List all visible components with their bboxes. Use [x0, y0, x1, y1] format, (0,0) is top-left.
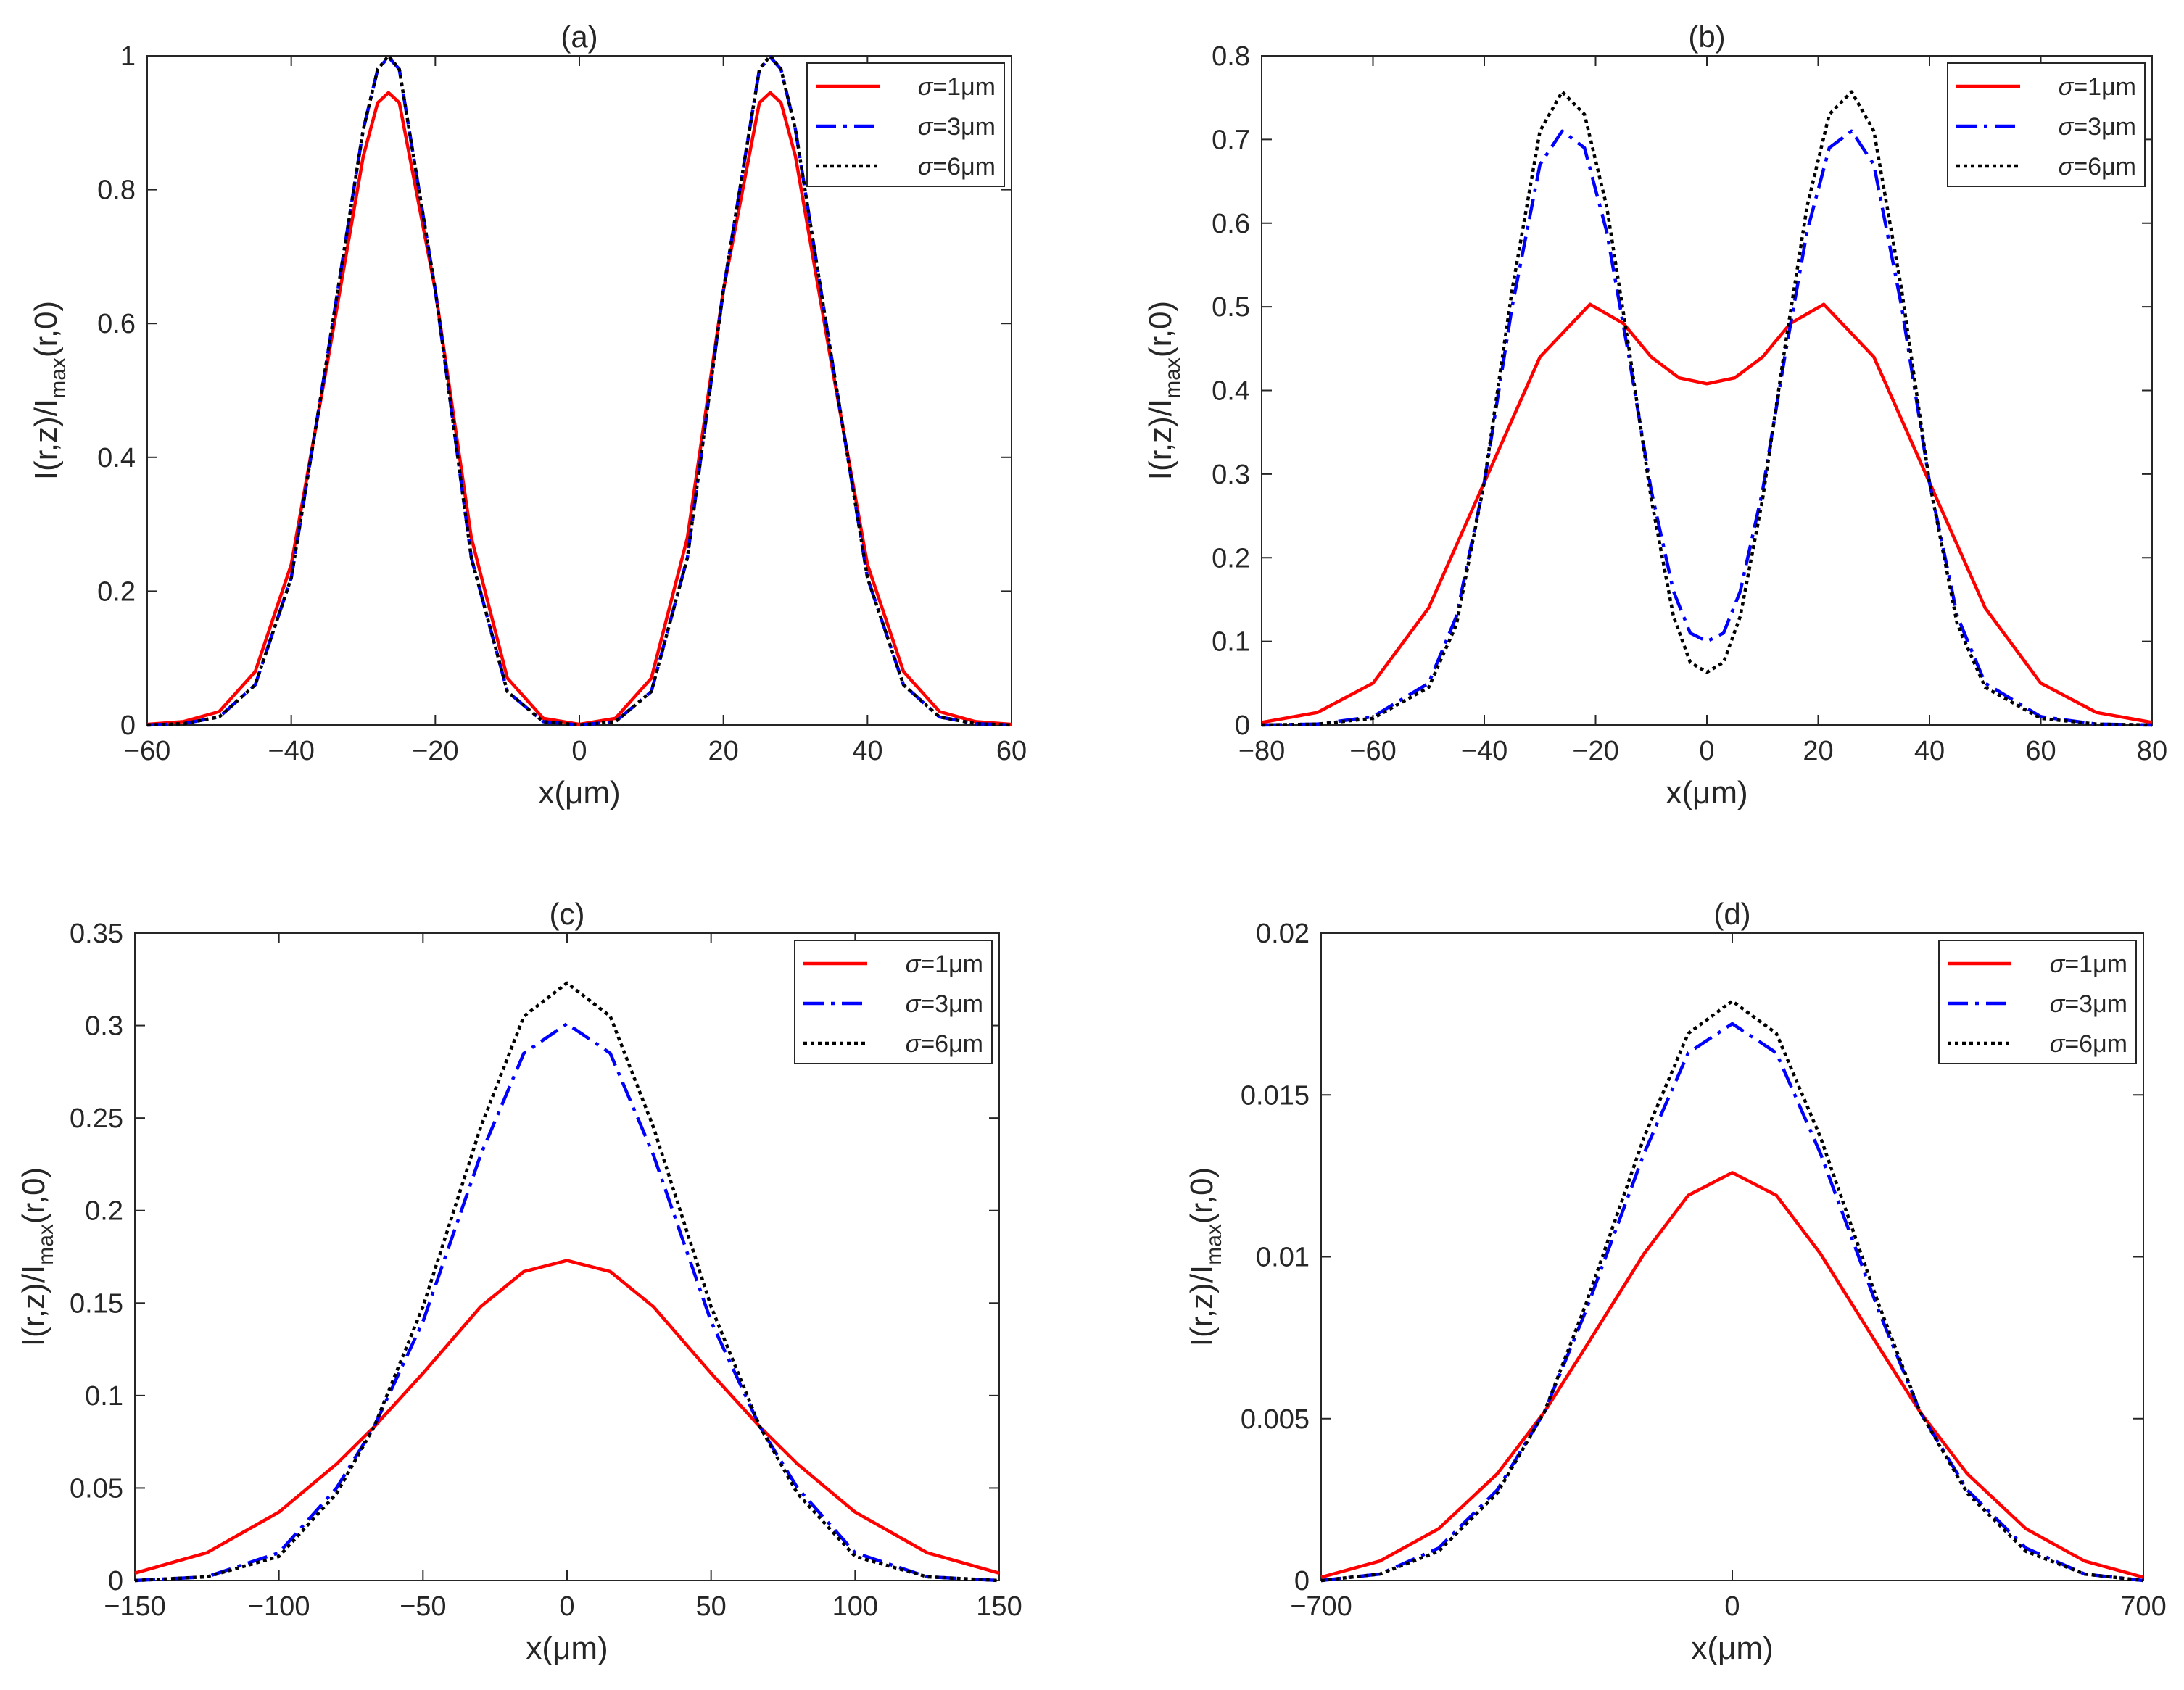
- chart-title: (b): [1688, 20, 1725, 54]
- series-line-2: [134, 981, 1000, 1583]
- x-tick-label: 40: [1914, 736, 1945, 766]
- y-tick-label: 0.15: [70, 1288, 123, 1319]
- y-tick-label: 0.4: [1212, 376, 1250, 407]
- legend-box: [806, 62, 1005, 187]
- x-tick-label: 0: [1724, 1591, 1740, 1622]
- legend-label-2: σ=6μm: [2059, 153, 2136, 181]
- x-tick-label: −20: [1572, 736, 1618, 766]
- legend-label-0: σ=1μm: [918, 73, 996, 101]
- x-tick-label: 0: [571, 736, 587, 766]
- chart-panel-3: −700 0 70000.0050.010.0150.02(d)x(μm)I(r,z…: [1184, 897, 2167, 1666]
- y-tick-label: 0.05: [70, 1473, 123, 1504]
- y-tick-label: 0.005: [1241, 1404, 1310, 1435]
- chart-panel-1: −80 −60 −40 −20 0 20 40 60 80 0 0.1 0.2 0.3 0.4 0.5 0.6…: [1143, 20, 2167, 811]
- x-tick-label: −80: [1238, 736, 1285, 766]
- y-tick-label: 0.7: [1212, 125, 1250, 155]
- legend-label-2: σ=6μm: [918, 153, 996, 181]
- x-tick-label: 60: [996, 736, 1027, 766]
- chart-title: (d): [1713, 897, 1750, 931]
- x-tick-label: −20: [412, 736, 458, 766]
- x-tick-label: 0: [559, 1591, 574, 1622]
- y-tick-label: 0.8: [97, 175, 136, 206]
- x-tick-label: 700: [2120, 1591, 2166, 1622]
- y-tick-label: 0.01: [1256, 1243, 1310, 1273]
- x-tick-label: 50: [696, 1591, 727, 1622]
- y-tick-label: 0.35: [70, 919, 123, 949]
- legend: σ=1μm σ=3μm σ=6μm: [1938, 940, 2137, 1064]
- y-tick-label: 1: [120, 41, 136, 72]
- x-tick-label: −700: [1290, 1591, 1352, 1622]
- series-line-0: [146, 91, 1012, 726]
- series-line-2: [1261, 90, 2153, 727]
- x-tick-label: −150: [104, 1591, 166, 1622]
- x-axis-label: x(μm): [538, 775, 620, 811]
- legend-label-1: σ=3μm: [906, 990, 983, 1018]
- x-tick-label: 20: [708, 736, 739, 766]
- x-axis-label: x(μm): [1666, 775, 1747, 811]
- y-tick-label: 0.3: [1212, 460, 1250, 490]
- y-tick-label: 0: [1294, 1566, 1310, 1596]
- x-tick-label: −60: [124, 736, 170, 766]
- series-line-1: [1261, 129, 2153, 727]
- x-tick-label: −40: [268, 736, 314, 766]
- y-tick-label: 0.6: [1212, 209, 1250, 239]
- y-axis-label: I(r,z)/Imax(r,0): [1184, 1167, 1226, 1346]
- legend-box: [1938, 940, 2137, 1064]
- y-tick-label: 0.4: [97, 443, 136, 473]
- x-tick-label: 0: [1699, 736, 1714, 766]
- x-tick-label: 80: [2137, 736, 2167, 766]
- x-tick-label: 150: [976, 1591, 1022, 1622]
- x-tick-label: −100: [248, 1591, 310, 1622]
- chart-title: (a): [561, 20, 597, 54]
- y-axis-label: I(r,z)/Imax(r,0): [1143, 301, 1185, 480]
- legend-label-1: σ=3μm: [2059, 113, 2136, 141]
- y-tick-label: 0.2: [85, 1196, 123, 1227]
- x-tick-label: 60: [2025, 736, 2056, 766]
- series-line-1: [1320, 1022, 2144, 1583]
- legend-label-2: σ=6μm: [906, 1030, 983, 1058]
- y-tick-label: 0.2: [97, 576, 136, 607]
- legend-label-2: σ=6μm: [2050, 1030, 2127, 1058]
- x-tick-label: 40: [852, 736, 882, 766]
- x-axis-label: x(μm): [526, 1631, 608, 1666]
- chart-panel-2: −150 −100 −50 0 50 100 150 0 0.05 0.1 0.15 0.2 0.25 0…: [16, 897, 1022, 1666]
- chart-panel-0: −60 −40 −20 0 20 40 60 0 0.2 0.4 0.6 0.8 1 (a) x(μm) I(…: [28, 20, 1027, 811]
- legend-label-1: σ=3μm: [2050, 990, 2127, 1018]
- legend-label-0: σ=1μm: [906, 950, 983, 978]
- y-tick-label: 0.02: [1256, 919, 1310, 949]
- legend: σ=1μm σ=3μm σ=6μm: [806, 62, 1005, 187]
- series-line-0: [1320, 1171, 2144, 1579]
- y-tick-label: 0: [1235, 711, 1250, 741]
- y-tick-label: 0.2: [1212, 543, 1250, 573]
- y-tick-label: 0.25: [70, 1103, 123, 1134]
- y-tick-label: 0: [120, 711, 136, 741]
- legend: σ=1μm σ=3μm σ=6μm: [1947, 62, 2146, 187]
- x-tick-label: 100: [832, 1591, 878, 1622]
- y-tick-label: 0.3: [85, 1011, 123, 1042]
- x-tick-label: −60: [1349, 736, 1396, 766]
- x-axis-label: x(μm): [1691, 1631, 1773, 1666]
- series-line-0: [134, 1259, 1000, 1575]
- legend-label-1: σ=3μm: [918, 113, 996, 141]
- y-tick-label: 0.5: [1212, 292, 1250, 323]
- legend-label-0: σ=1μm: [2050, 950, 2127, 978]
- y-tick-label: 0.1: [1212, 627, 1250, 658]
- y-tick-label: 0.8: [1212, 41, 1250, 72]
- x-tick-label: −50: [400, 1591, 446, 1622]
- y-tick-label: 0.6: [97, 309, 136, 339]
- y-tick-label: 0.1: [85, 1381, 123, 1412]
- series-line-0: [1261, 302, 2153, 724]
- y-tick-label: 0.015: [1241, 1080, 1310, 1111]
- y-tick-label: 0: [108, 1566, 123, 1596]
- y-axis-label: I(r,z)/Imax(r,0): [16, 1167, 58, 1346]
- legend-label-0: σ=1μm: [2059, 73, 2136, 101]
- chart-title: (c): [550, 897, 585, 931]
- x-tick-label: 20: [1803, 736, 1833, 766]
- x-tick-label: −40: [1461, 736, 1507, 766]
- y-axis-label: I(r,z)/Imax(r,0): [28, 301, 70, 480]
- series-line-1: [134, 1022, 1000, 1583]
- legend: σ=1μm σ=3μm σ=6μm: [794, 940, 993, 1064]
- series-line-2: [1320, 999, 2144, 1583]
